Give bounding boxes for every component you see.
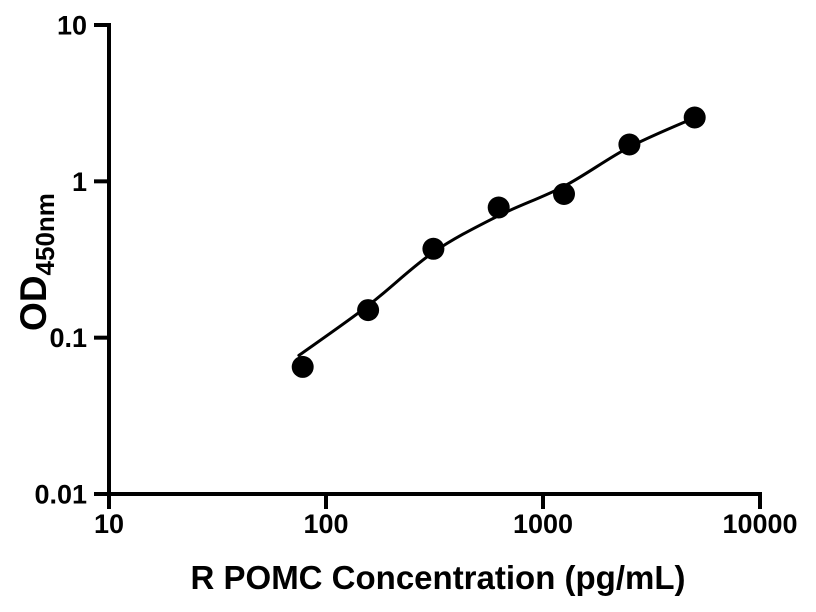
data-point: [618, 133, 641, 156]
y-tick-label: 1: [72, 167, 87, 197]
y-axis-title-subscript: 450nm: [30, 193, 60, 275]
data-point: [357, 299, 380, 322]
x-tick-label: 10000: [722, 509, 797, 539]
data-point: [422, 237, 445, 260]
axes: [94, 23, 762, 496]
y-axis-title-main: OD: [13, 275, 54, 331]
data-point: [487, 196, 510, 219]
data-point: [553, 183, 575, 205]
x-tick-label: 1000: [513, 509, 573, 539]
x-tick-label: 10: [94, 509, 124, 539]
y-axis-title: OD450nm: [13, 193, 60, 331]
data-point: [683, 106, 706, 129]
y-tick-label: 0.1: [49, 323, 87, 353]
data-point: [291, 355, 314, 378]
data-point-layer: [291, 106, 706, 378]
x-tick-label: 100: [303, 509, 348, 539]
y-tick-label: 10: [57, 11, 87, 41]
y-tick-label: 0.01: [34, 480, 87, 510]
x-axis-title: R POMC Concentration (pg/mL): [191, 559, 686, 596]
axis-ticks: [94, 23, 762, 509]
